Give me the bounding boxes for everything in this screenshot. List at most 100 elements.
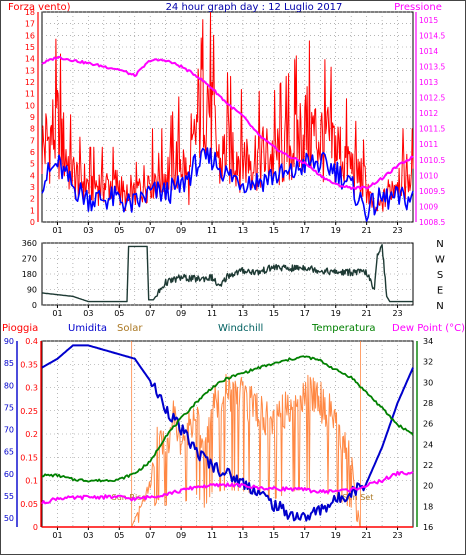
chart1-right-tick-label: 1010	[419, 171, 438, 180]
wind-gust-series	[41, 11, 414, 215]
chart2-xtick-label: 23	[392, 309, 402, 318]
chart2-xtick-label: 11	[207, 309, 217, 318]
chart2-xtick-label: 19	[331, 309, 341, 318]
chart1-left-tick-label: 5	[30, 160, 35, 169]
chart1-right-tick-label: 1012.5	[419, 94, 445, 103]
chart1-left-tick-label: 4	[30, 171, 35, 180]
chart2-left-tick-label: 0	[32, 301, 37, 310]
chart1-right-tick-label: 1015	[419, 16, 438, 25]
chart2-compass-label: S	[437, 270, 443, 281]
chart1-left-tick-label: 10	[25, 101, 35, 110]
wind-average-series	[41, 147, 414, 222]
chart3-legend-label: Pioggia	[2, 323, 38, 334]
chart3-xtick-label: 01	[52, 531, 62, 540]
chart1-right-tick-label: 1010.5	[419, 156, 445, 165]
chart1-right-tick-label: 1009	[419, 202, 438, 211]
temperature-tick-label: 30	[423, 378, 433, 387]
chart1-left-label: Forza vento)	[8, 2, 71, 13]
chart2-xtick-label: 03	[83, 309, 93, 318]
temperature-tick-label: 24	[423, 440, 433, 449]
chart1-right-tick-label: 1013.5	[419, 62, 445, 71]
wind-pressure-chart: 01 03 05 07 09 11 13 15 17 19 21 230123456789101112…	[8, 2, 445, 235]
temperature-tick-label: 22	[423, 461, 433, 470]
chart1-left-tick-label: 6	[30, 148, 35, 157]
chart1-right-tick-label: 1011	[419, 140, 438, 149]
chart2-xtick-label: 09	[176, 309, 186, 318]
chart3-xtick-label: 05	[114, 531, 124, 540]
pressure-series	[41, 55, 414, 190]
chart1-xtick-label: 23	[392, 226, 402, 235]
chart1-xtick-label: 17	[300, 226, 310, 235]
rain-tick-label: 0.35	[20, 360, 38, 369]
chart1-xtick-label: 01	[52, 226, 62, 235]
temperature-tick-label: 18	[423, 502, 433, 511]
chart2-left-tick-label: 270	[22, 255, 37, 264]
chart1-xtick-label: 09	[176, 226, 186, 235]
chart1-left-tick-label: 14	[25, 55, 35, 64]
chart2-left-tick-label: 360	[22, 239, 37, 248]
dew-point-series	[41, 470, 414, 505]
chart1-left-tick-label: 1	[30, 206, 35, 215]
chart3-xtick-label: 09	[176, 531, 186, 540]
chart2-xtick-label: 13	[238, 309, 248, 318]
temperature-tick-label: 20	[423, 482, 433, 491]
chart1-left-tick-label: 0	[30, 218, 35, 227]
chart1-right-label: Pressione	[394, 2, 442, 13]
chart3-legend-label: Windchill	[218, 323, 263, 334]
chart2-xtick-label: 05	[114, 309, 124, 318]
rain-tick-label: 0	[33, 523, 38, 532]
sunset-label: Sun Set	[342, 493, 373, 502]
temperature-tick-label: 16	[423, 523, 433, 532]
chart1-left-tick-label: 16	[25, 31, 35, 40]
chart1-xtick-label: 07	[145, 226, 155, 235]
chart2-left-tick-label: 90	[27, 286, 37, 295]
temperature-tick-label: 26	[423, 420, 433, 429]
rain-tick-label: 0.25	[20, 407, 38, 416]
chart1-left-tick-label: 17	[25, 20, 35, 29]
chart2-left-tick-label: 180	[22, 270, 37, 279]
chart3-xtick-label: 17	[300, 531, 310, 540]
temperature-tick-label: 32	[423, 358, 433, 367]
chart1-xtick-label: 19	[331, 226, 341, 235]
humidity-tick-label: 90	[4, 337, 14, 346]
chart1-xtick-label: 13	[238, 226, 248, 235]
chart3-xtick-label: 03	[83, 531, 93, 540]
humidity-tick-label: 50	[4, 514, 14, 523]
humidity-tick-label: 75	[4, 403, 14, 412]
rain-tick-label: 0.3	[25, 384, 38, 393]
chart3-legend-label: Temperatura	[311, 323, 376, 334]
chart1-left-tick-label: 8	[30, 125, 35, 134]
chart1-left-tick-label: 15	[25, 43, 35, 52]
chart3-xtick-label: 15	[269, 531, 279, 540]
rain-tick-label: 0.4	[25, 337, 38, 346]
chart1-left-tick-label: 18	[25, 8, 35, 17]
chart1-left-tick-label: 13	[25, 66, 35, 75]
chart1-right-tick-label: 1011.5	[419, 125, 445, 134]
chart2-xtick-label: 21	[362, 309, 372, 318]
chart2-xtick-label: 07	[145, 309, 155, 318]
chart1-left-tick-label: 2	[30, 195, 35, 204]
chart1-left-tick-label: 9	[30, 113, 35, 122]
humidity-tick-label: 85	[4, 359, 14, 368]
chart2-xtick-label: 15	[269, 309, 279, 318]
chart2-compass-label: N	[436, 239, 443, 250]
chart3-legend-label: Dew Point (°C)	[392, 323, 465, 334]
chart1-left-tick-label: 7	[30, 136, 35, 145]
humidity-series	[41, 344, 414, 522]
chart3-xtick-label: 23	[392, 531, 402, 540]
chart2-compass-label: W	[435, 255, 445, 266]
chart1-xtick-label: 05	[114, 226, 124, 235]
humidity-tick-label: 65	[4, 448, 14, 457]
chart1-left-tick-label: 11	[25, 90, 35, 99]
chart3-xtick-label: 19	[331, 531, 341, 540]
temperature-tick-label: 28	[423, 399, 433, 408]
chart1-right-tick-label: 1014.5	[419, 31, 445, 40]
chart3-legend-label: Solar	[117, 323, 143, 334]
chart1-right-tick-label: 1014	[419, 47, 438, 56]
rain-tick-label: 0.1	[25, 477, 38, 486]
chart1-right-tick-label: 1009.5	[419, 187, 445, 196]
humidity-tick-label: 60	[4, 470, 14, 479]
